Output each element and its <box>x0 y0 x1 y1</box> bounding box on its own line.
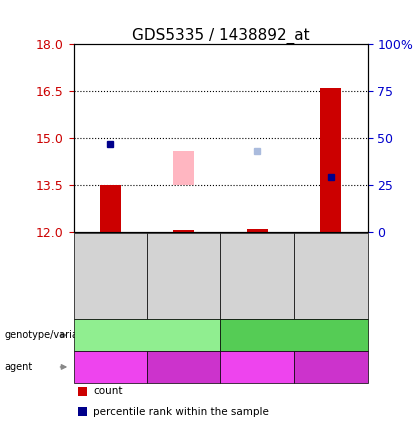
Text: genotype/variation: genotype/variation <box>4 330 97 340</box>
Text: GSM1240487: GSM1240487 <box>105 241 115 311</box>
Bar <box>247 229 268 232</box>
Text: GSM1240488: GSM1240488 <box>326 241 336 311</box>
Text: count: count <box>93 386 123 396</box>
Text: UVB: UVB <box>246 362 269 372</box>
Text: control: control <box>312 362 350 372</box>
Bar <box>320 88 341 232</box>
Text: percentile rank within the sample: percentile rank within the sample <box>93 407 269 417</box>
Bar <box>173 151 194 185</box>
Bar <box>173 230 194 232</box>
Bar <box>100 185 121 232</box>
Text: UVB: UVB <box>99 362 122 372</box>
Text: p38-alpha null: p38-alpha null <box>107 330 187 340</box>
Text: GSM1240486: GSM1240486 <box>179 241 189 311</box>
Text: wild type: wild type <box>268 330 320 340</box>
Text: agent: agent <box>4 362 32 372</box>
Text: control: control <box>165 362 203 372</box>
Title: GDS5335 / 1438892_at: GDS5335 / 1438892_at <box>132 28 309 44</box>
Text: GSM1240489: GSM1240489 <box>252 241 262 311</box>
